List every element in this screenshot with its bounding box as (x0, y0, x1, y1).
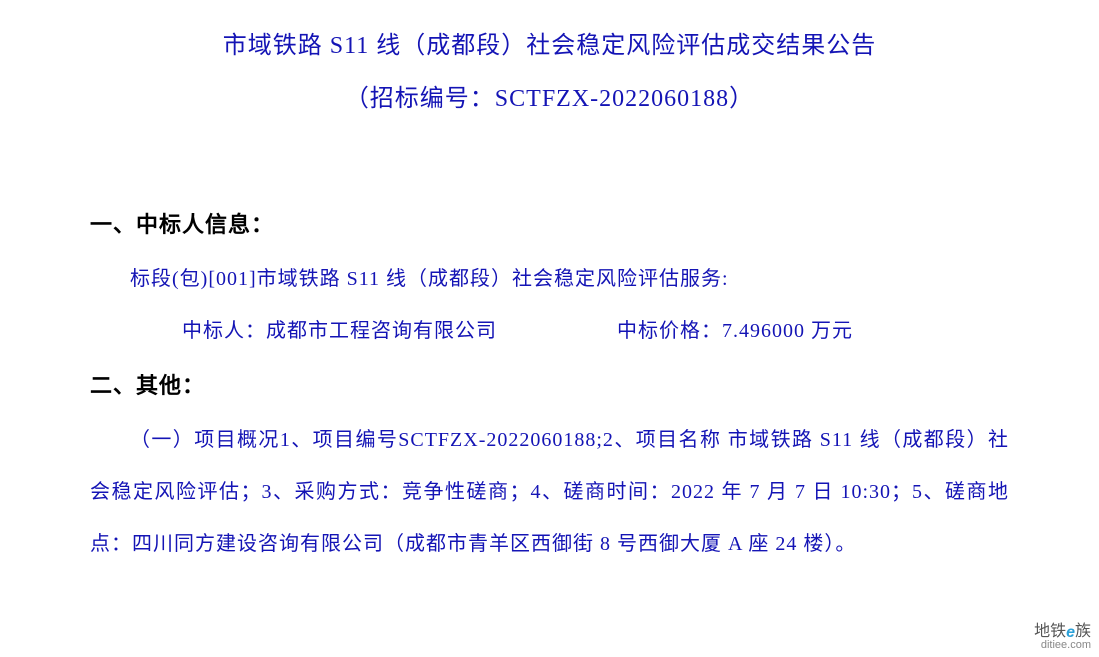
section-2-body: （一）项目概况1、项目编号SCTFZX-2022060188;2、项目名称 市域… (90, 414, 1009, 570)
section-2-heading: 二、其他： (90, 357, 1009, 414)
price-value: 7.496000 万元 (722, 320, 853, 342)
title-line-1: 市域铁路 S11 线（成都段）社会稳定风险评估成交结果公告 (90, 20, 1009, 73)
package-line: 标段(包)[001]市域铁路 S11 线（成都段）社会稳定风险评估服务: (90, 253, 1009, 305)
section-1-heading: 一、中标人信息： (90, 196, 1009, 253)
watermark-e: e (1066, 624, 1075, 642)
bidder-row: 中标人：成都市工程咨询有限公司 中标价格：7.496000 万元 (90, 305, 1009, 357)
watermark-post: 族 (1075, 623, 1091, 640)
price-block: 中标价格：7.496000 万元 (617, 305, 853, 357)
price-label: 中标价格： (617, 320, 722, 342)
title-line-2: （招标编号：SCTFZX-2022060188） (90, 73, 1009, 126)
bidder-label: 中标人： (182, 320, 266, 342)
content-block: 一、中标人信息： 标段(包)[001]市域铁路 S11 线（成都段）社会稳定风险… (90, 196, 1009, 570)
bidder-value: 成都市工程咨询有限公司 (266, 320, 497, 342)
document-page: 市域铁路 S11 线（成都段）社会稳定风险评估成交结果公告 （招标编号：SCTF… (0, 0, 1099, 590)
watermark-pre: 地铁 (1034, 623, 1066, 640)
watermark: 地铁e族 ditiee.com (1034, 617, 1091, 651)
title-block: 市域铁路 S11 线（成都段）社会稳定风险评估成交结果公告 （招标编号：SCTF… (90, 20, 1009, 126)
watermark-sub: ditiee.com (1034, 639, 1091, 651)
bidder-indent (90, 305, 182, 357)
bidder-left: 中标人：成都市工程咨询有限公司 (182, 305, 497, 357)
bidder-gap (497, 305, 617, 357)
